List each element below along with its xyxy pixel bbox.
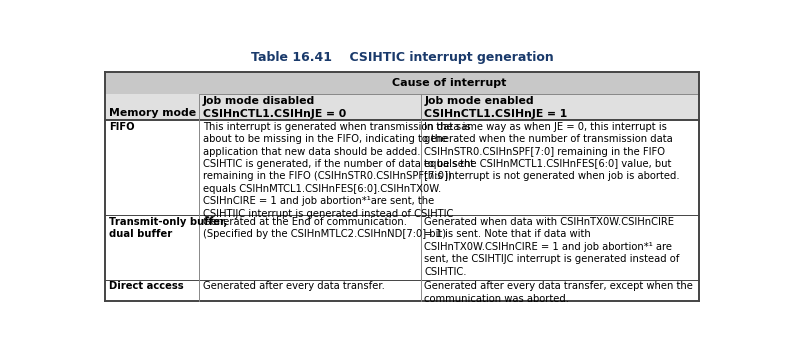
Bar [105,215,699,280]
Text: Transmit-only buffer,
dual buffer: Transmit-only buffer, dual buffer [109,217,228,239]
Text: Generated after every data transfer, except when the
communication was aborted.: Generated after every data transfer, exc… [425,281,693,303]
Bar [105,72,699,94]
Text: This interrupt is generated when transmission data is
about to be missing in the: This interrupt is generated when transmi… [203,122,474,219]
Text: Table 16.41    CSIHTIC interrupt generation: Table 16.41 CSIHTIC interrupt generation [251,51,553,64]
Bar [105,120,699,215]
Text: Memory mode: Memory mode [109,108,196,118]
Bar [105,280,699,301]
Text: Direct access: Direct access [109,281,184,291]
Text: In the same way as when JE = 0, this interrupt is
generated when the number of t: In the same way as when JE = 0, this int… [425,122,680,181]
Text: Job mode enabled
CSIHnCTL1.CSIHnJE = 1: Job mode enabled CSIHnCTL1.CSIHnJE = 1 [425,95,568,119]
Text: Generated at the End of communication.
(Specified by the CSIHnMTLC2.CSIHnND[7:0]: Generated at the End of communication. (… [203,217,446,239]
Text: Generated when data with CSIHnTX0W.CSIHnCIRE
= 1 is sent. Note that if data with: Generated when data with CSIHnTX0W.CSIHn… [425,217,680,276]
Bar [105,94,699,120]
Text: Generated after every data transfer.: Generated after every data transfer. [203,281,385,291]
Text: Job mode disabled
CSIHnCTL1.CSIHnJE = 0: Job mode disabled CSIHnCTL1.CSIHnJE = 0 [203,95,346,119]
Text: FIFO: FIFO [109,122,135,132]
Text: Cause of interrupt: Cause of interrupt [392,78,506,88]
